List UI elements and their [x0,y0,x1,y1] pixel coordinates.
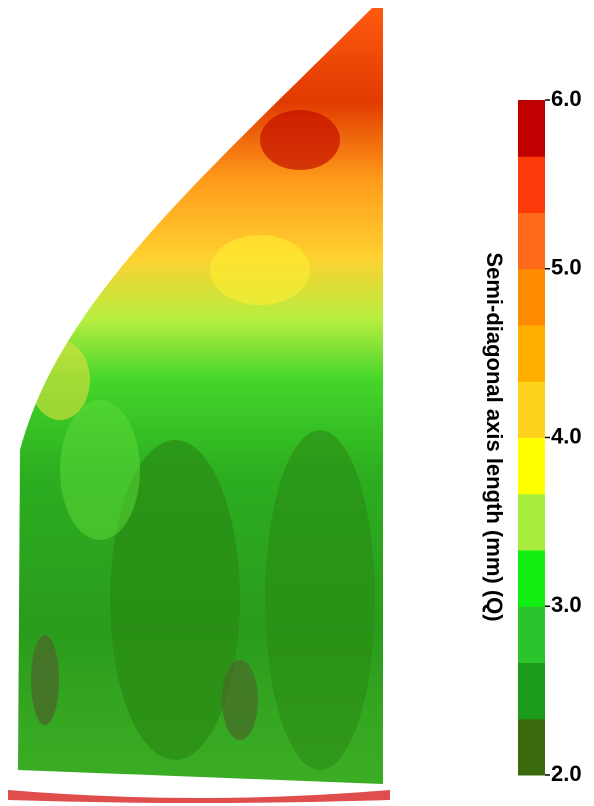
colorbar-label: Semi-diagonal axis length (mm) (Q) [482,252,507,621]
surface-map [8,8,390,803]
colorbar: 2.0 3.0 4.0 5.0 6.0 [518,86,582,786]
colorbar-band [518,550,545,607]
colorbar-band [518,437,545,495]
colorbar-band [518,212,545,270]
colorbar-band [518,493,545,551]
colorbar-band [518,381,545,438]
colorbar-tick-label: 5.0 [551,255,582,280]
colorbar-band [518,100,545,157]
colorbar-tick-label: 6.0 [551,86,582,111]
colorbar-tick-label: 4.0 [551,423,582,448]
colorbar-band [518,662,545,720]
colorbar-band [518,325,545,382]
colorbar-band [518,718,545,776]
colorbar-tick-label: 3.0 [551,592,582,617]
colorbar-band [518,268,545,326]
colorbar-band [518,606,545,663]
colorbar-band [518,156,545,213]
base-rim [8,790,390,803]
colorbar-tick-label: 2.0 [551,761,582,786]
